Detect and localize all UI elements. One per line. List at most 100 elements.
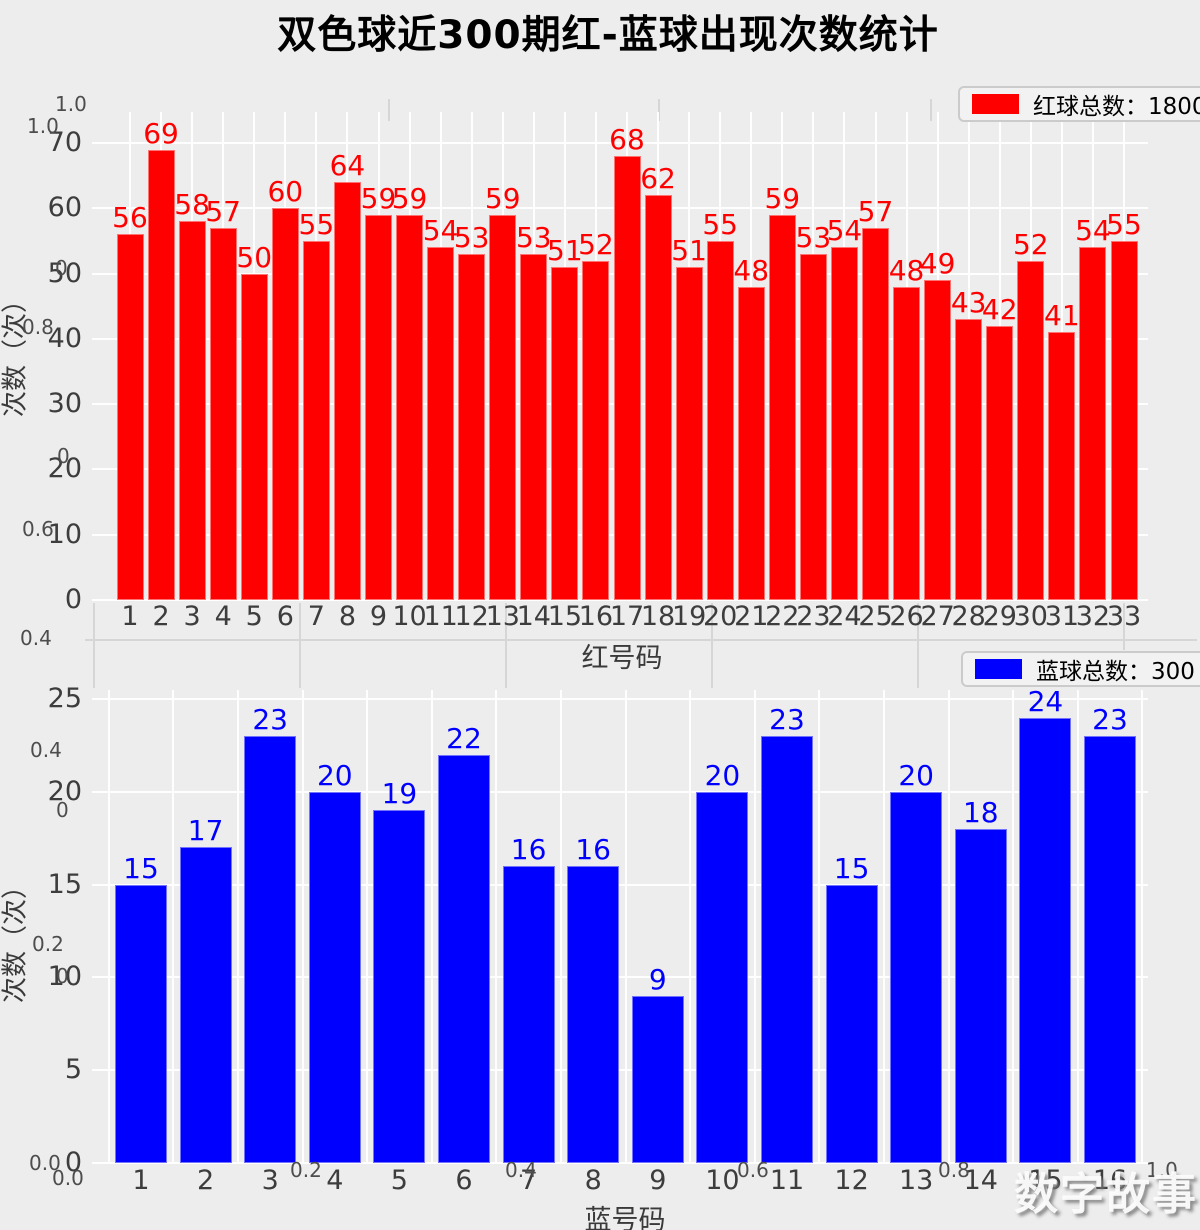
blue-x-tick-label: 16 — [1092, 1165, 1128, 1196]
blue-x-tick-label: 12 — [834, 1165, 869, 1196]
red-y-tick-label: 60 — [47, 192, 82, 224]
blue-gridline-v — [818, 690, 821, 1163]
blue-gridline-h — [92, 1069, 1148, 1072]
red-x-tick-label: 1 — [121, 601, 139, 632]
red-x-tick-label: 23 — [796, 601, 831, 632]
red-x-tick-label: 16 — [578, 601, 614, 632]
phantom-tick-label: 1.0 — [55, 92, 87, 116]
red-legend-swatch-icon — [972, 94, 1019, 114]
phantom-tick-label: 1.0 — [1146, 1158, 1178, 1182]
red-bar — [924, 280, 952, 600]
blue-x-tick-label: 7 — [520, 1165, 538, 1196]
phantom-gridline-v — [299, 603, 301, 688]
blue-bar — [1084, 736, 1136, 1163]
red-x-tick-label: 3 — [183, 601, 201, 632]
red-bar — [147, 149, 175, 600]
red-x-tick-label: 27 — [920, 601, 955, 632]
red-y-tick-label: 50 — [47, 257, 82, 289]
red-bar-value-label: 69 — [143, 116, 179, 150]
blue-gridline-v — [624, 690, 627, 1163]
red-y-tick-label: 70 — [47, 127, 82, 158]
phantom-tick-label: 0.4 — [505, 1158, 537, 1182]
red-bar — [365, 214, 392, 600]
red-x-tick-label: 24 — [827, 601, 862, 632]
phantom-tick-label: 0.6 — [737, 1158, 769, 1182]
blue-bar-value-label: 24 — [1027, 684, 1064, 718]
blue-y-tick-label: 0 — [64, 1147, 82, 1178]
blue-bar — [567, 866, 620, 1163]
red-x-tick-label: 28 — [951, 601, 986, 632]
blue-gridline-v — [430, 690, 433, 1163]
red-bar — [799, 253, 827, 600]
blue-bar-value-label: 19 — [381, 777, 418, 811]
red-bar — [955, 319, 983, 600]
red-bar — [1017, 260, 1045, 600]
phantom-gridline-v — [917, 603, 919, 688]
blue-bar-value-label: 16 — [510, 833, 547, 867]
red-bar-value-label: 62 — [640, 162, 676, 196]
blue-y-tick-label: 20 — [47, 775, 82, 807]
blue-x-tick-label: 13 — [899, 1165, 934, 1196]
phantom-gridline-v — [658, 99, 660, 121]
phantom-gridline-v — [930, 99, 932, 121]
blue-bar — [438, 754, 490, 1163]
blue-y-tick-label: 5 — [64, 1054, 82, 1086]
blue-bar — [373, 810, 426, 1163]
blue-bar-value-label: 23 — [769, 703, 805, 737]
blue-bar-value-label: 23 — [252, 703, 288, 737]
blue-x-tick-label: 5 — [390, 1165, 408, 1196]
red-bar-value-label: 52 — [1012, 227, 1049, 261]
red-bar-value-label: 51 — [671, 234, 707, 268]
blue-gridline-v — [947, 690, 950, 1163]
blue-gridline-v — [882, 690, 885, 1163]
red-bar-value-label: 53 — [795, 220, 832, 254]
red-bar — [209, 227, 237, 600]
red-x-tick-label: 13 — [485, 601, 520, 632]
red-bar-value-label: 54 — [826, 214, 863, 248]
blue-gridline-v — [107, 690, 110, 1163]
red-bar-value-label: 48 — [733, 253, 770, 287]
blue-bar-value-label: 22 — [446, 721, 482, 755]
red-bar — [986, 325, 1014, 600]
blue-bar — [825, 884, 878, 1163]
red-x-tick-label: 6 — [276, 601, 294, 632]
blue-bar — [954, 828, 1007, 1163]
blue-x-tick-label: 9 — [649, 1165, 667, 1196]
blue-gridline-v — [1012, 690, 1015, 1163]
red-y-tick-label: 30 — [47, 388, 82, 420]
red-bar-value-label: 60 — [267, 175, 304, 209]
red-bar-value-label: 50 — [236, 240, 273, 274]
red-bar — [644, 195, 672, 600]
blue-bar-value-label: 18 — [962, 795, 999, 829]
blue-bar — [244, 736, 297, 1163]
red-x-tick-label: 9 — [369, 601, 388, 632]
phantom-gridline-v — [1123, 603, 1125, 650]
blue-x-tick-label: 8 — [584, 1165, 602, 1196]
red-gridline-h — [92, 142, 1148, 144]
red-y-axis-title: 次数（次） — [0, 286, 31, 418]
blue-gridline-v — [689, 690, 692, 1163]
blue-bar — [179, 847, 232, 1163]
blue-bar-value-label: 20 — [704, 758, 741, 792]
blue-gridline-h — [92, 698, 1148, 700]
red-bar — [333, 182, 361, 600]
red-bar-value-label: 68 — [609, 123, 645, 157]
red-x-tick-label: 10 — [392, 601, 427, 632]
blue-x-tick-label: 14 — [963, 1165, 998, 1196]
red-x-tick-label: 33 — [1106, 601, 1142, 632]
red-bar-value-label: 55 — [702, 207, 738, 241]
red-bar — [1048, 332, 1076, 600]
red-bar — [768, 214, 796, 600]
red-bar-value-label: 53 — [453, 220, 490, 254]
red-bar-value-label: 57 — [205, 194, 241, 228]
phantom-tick-label: 0.6 — [22, 517, 54, 541]
red-y-tick-label: 40 — [47, 322, 82, 354]
red-bar-value-label: 57 — [857, 194, 894, 228]
red-x-tick-label: 5 — [245, 601, 263, 632]
red-x-tick-label: 21 — [734, 601, 769, 632]
blue-gridline-v — [495, 690, 498, 1163]
red-x-tick-label: 26 — [889, 601, 924, 632]
red-bar-value-label: 58 — [174, 188, 210, 222]
phantom-tick-label: 1.0 — [27, 114, 59, 138]
red-bar-value-label: 52 — [578, 227, 614, 261]
